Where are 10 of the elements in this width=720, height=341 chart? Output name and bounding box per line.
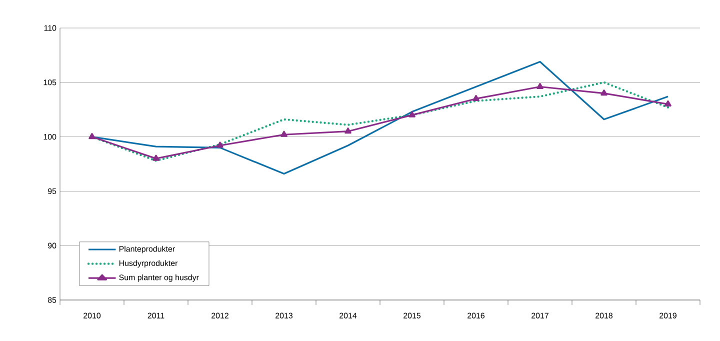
point — [152, 154, 160, 161]
point — [664, 100, 672, 106]
point — [472, 94, 480, 102]
point — [536, 82, 544, 90]
point — [88, 132, 96, 140]
point — [408, 111, 416, 118]
point — [280, 130, 288, 137]
point — [600, 89, 608, 96]
point — [344, 128, 352, 134]
point — [216, 142, 224, 148]
